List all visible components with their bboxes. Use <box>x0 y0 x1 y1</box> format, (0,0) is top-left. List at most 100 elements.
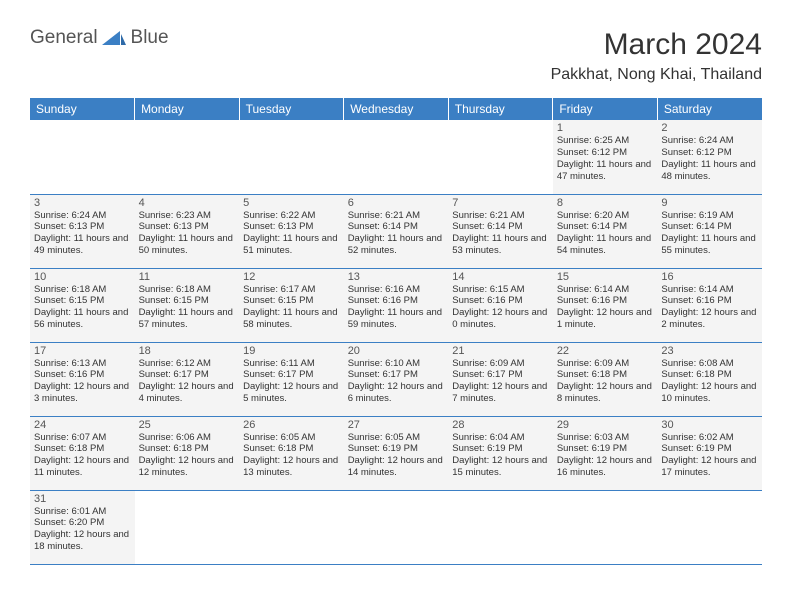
calendar-cell: 1Sunrise: 6:25 AMSunset: 6:12 PMDaylight… <box>553 120 658 194</box>
sunrise-text: Sunrise: 6:22 AM <box>243 210 340 222</box>
day-number: 6 <box>348 197 445 209</box>
day-info: Sunrise: 6:17 AMSunset: 6:15 PMDaylight:… <box>243 284 340 332</box>
day-header: Saturday <box>657 98 762 120</box>
day-info: Sunrise: 6:07 AMSunset: 6:18 PMDaylight:… <box>34 432 131 480</box>
sunrise-text: Sunrise: 6:08 AM <box>661 358 758 370</box>
calendar-cell: 27Sunrise: 6:05 AMSunset: 6:19 PMDayligh… <box>344 416 449 490</box>
day-number: 4 <box>139 197 236 209</box>
daylight-text: Daylight: 12 hours and 1 minute. <box>557 307 654 331</box>
sunset-text: Sunset: 6:16 PM <box>661 295 758 307</box>
day-info: Sunrise: 6:10 AMSunset: 6:17 PMDaylight:… <box>348 358 445 406</box>
day-number: 31 <box>34 493 131 505</box>
calendar-cell: 28Sunrise: 6:04 AMSunset: 6:19 PMDayligh… <box>448 416 553 490</box>
location-text: Pakkhat, Nong Khai, Thailand <box>551 66 762 84</box>
calendar-cell: 17Sunrise: 6:13 AMSunset: 6:16 PMDayligh… <box>30 342 135 416</box>
daylight-text: Daylight: 12 hours and 11 minutes. <box>34 455 131 479</box>
day-number: 16 <box>661 271 758 283</box>
sunrise-text: Sunrise: 6:11 AM <box>243 358 340 370</box>
day-header: Friday <box>553 98 658 120</box>
day-info: Sunrise: 6:02 AMSunset: 6:19 PMDaylight:… <box>661 432 758 480</box>
calendar-cell: 11Sunrise: 6:18 AMSunset: 6:15 PMDayligh… <box>135 268 240 342</box>
sunset-text: Sunset: 6:16 PM <box>34 369 131 381</box>
sunrise-text: Sunrise: 6:05 AM <box>243 432 340 444</box>
calendar-cell-empty <box>239 120 344 194</box>
sunrise-text: Sunrise: 6:09 AM <box>557 358 654 370</box>
daylight-text: Daylight: 12 hours and 2 minutes. <box>661 307 758 331</box>
calendar-cell: 12Sunrise: 6:17 AMSunset: 6:15 PMDayligh… <box>239 268 344 342</box>
day-number: 18 <box>139 345 236 357</box>
sunset-text: Sunset: 6:16 PM <box>557 295 654 307</box>
day-info: Sunrise: 6:24 AMSunset: 6:12 PMDaylight:… <box>661 135 758 183</box>
daylight-text: Daylight: 12 hours and 4 minutes. <box>139 381 236 405</box>
sunset-text: Sunset: 6:15 PM <box>34 295 131 307</box>
day-number: 2 <box>661 122 758 134</box>
day-number: 25 <box>139 419 236 431</box>
calendar-cell-empty <box>30 120 135 194</box>
day-number: 14 <box>452 271 549 283</box>
sunset-text: Sunset: 6:14 PM <box>348 221 445 233</box>
day-number: 1 <box>557 122 654 134</box>
daylight-text: Daylight: 11 hours and 49 minutes. <box>34 233 131 257</box>
calendar-cell: 31Sunrise: 6:01 AMSunset: 6:20 PMDayligh… <box>30 490 135 564</box>
calendar-cell-empty <box>448 490 553 564</box>
daylight-text: Daylight: 12 hours and 5 minutes. <box>243 381 340 405</box>
day-info: Sunrise: 6:05 AMSunset: 6:18 PMDaylight:… <box>243 432 340 480</box>
calendar-cell-empty <box>344 490 449 564</box>
calendar-week-row: 1Sunrise: 6:25 AMSunset: 6:12 PMDaylight… <box>30 120 762 194</box>
calendar-cell: 24Sunrise: 6:07 AMSunset: 6:18 PMDayligh… <box>30 416 135 490</box>
sunrise-text: Sunrise: 6:24 AM <box>34 210 131 222</box>
daylight-text: Daylight: 11 hours and 54 minutes. <box>557 233 654 257</box>
daylight-text: Daylight: 12 hours and 12 minutes. <box>139 455 236 479</box>
sunset-text: Sunset: 6:14 PM <box>557 221 654 233</box>
sunset-text: Sunset: 6:17 PM <box>452 369 549 381</box>
day-header-row: SundayMondayTuesdayWednesdayThursdayFrid… <box>30 98 762 120</box>
day-info: Sunrise: 6:08 AMSunset: 6:18 PMDaylight:… <box>661 358 758 406</box>
sunset-text: Sunset: 6:19 PM <box>557 443 654 455</box>
calendar-cell-empty <box>135 490 240 564</box>
brand-logo: General Blue <box>30 28 169 48</box>
calendar-cell: 16Sunrise: 6:14 AMSunset: 6:16 PMDayligh… <box>657 268 762 342</box>
day-number: 27 <box>348 419 445 431</box>
sunrise-text: Sunrise: 6:21 AM <box>452 210 549 222</box>
day-number: 7 <box>452 197 549 209</box>
calendar-week-row: 3Sunrise: 6:24 AMSunset: 6:13 PMDaylight… <box>30 194 762 268</box>
sunset-text: Sunset: 6:19 PM <box>661 443 758 455</box>
daylight-text: Daylight: 11 hours and 59 minutes. <box>348 307 445 331</box>
day-info: Sunrise: 6:20 AMSunset: 6:14 PMDaylight:… <box>557 210 654 258</box>
sunset-text: Sunset: 6:18 PM <box>661 369 758 381</box>
day-number: 13 <box>348 271 445 283</box>
sunset-text: Sunset: 6:19 PM <box>348 443 445 455</box>
sunrise-text: Sunrise: 6:23 AM <box>139 210 236 222</box>
day-info: Sunrise: 6:13 AMSunset: 6:16 PMDaylight:… <box>34 358 131 406</box>
day-info: Sunrise: 6:01 AMSunset: 6:20 PMDaylight:… <box>34 506 131 554</box>
sunrise-text: Sunrise: 6:18 AM <box>34 284 131 296</box>
calendar-cell: 4Sunrise: 6:23 AMSunset: 6:13 PMDaylight… <box>135 194 240 268</box>
sunset-text: Sunset: 6:17 PM <box>243 369 340 381</box>
day-number: 8 <box>557 197 654 209</box>
day-header: Sunday <box>30 98 135 120</box>
day-number: 28 <box>452 419 549 431</box>
calendar-cell: 29Sunrise: 6:03 AMSunset: 6:19 PMDayligh… <box>553 416 658 490</box>
sunset-text: Sunset: 6:13 PM <box>139 221 236 233</box>
sunrise-text: Sunrise: 6:13 AM <box>34 358 131 370</box>
daylight-text: Daylight: 12 hours and 15 minutes. <box>452 455 549 479</box>
daylight-text: Daylight: 12 hours and 3 minutes. <box>34 381 131 405</box>
day-info: Sunrise: 6:05 AMSunset: 6:19 PMDaylight:… <box>348 432 445 480</box>
calendar-cell: 14Sunrise: 6:15 AMSunset: 6:16 PMDayligh… <box>448 268 553 342</box>
day-info: Sunrise: 6:12 AMSunset: 6:17 PMDaylight:… <box>139 358 236 406</box>
day-number: 21 <box>452 345 549 357</box>
daylight-text: Daylight: 12 hours and 10 minutes. <box>661 381 758 405</box>
day-number: 20 <box>348 345 445 357</box>
calendar-cell: 20Sunrise: 6:10 AMSunset: 6:17 PMDayligh… <box>344 342 449 416</box>
sunset-text: Sunset: 6:15 PM <box>243 295 340 307</box>
sunset-text: Sunset: 6:15 PM <box>139 295 236 307</box>
calendar-cell: 30Sunrise: 6:02 AMSunset: 6:19 PMDayligh… <box>657 416 762 490</box>
sunrise-text: Sunrise: 6:17 AM <box>243 284 340 296</box>
day-info: Sunrise: 6:11 AMSunset: 6:17 PMDaylight:… <box>243 358 340 406</box>
sunrise-text: Sunrise: 6:03 AM <box>557 432 654 444</box>
sunrise-text: Sunrise: 6:02 AM <box>661 432 758 444</box>
daylight-text: Daylight: 11 hours and 55 minutes. <box>661 233 758 257</box>
calendar-cell: 3Sunrise: 6:24 AMSunset: 6:13 PMDaylight… <box>30 194 135 268</box>
daylight-text: Daylight: 11 hours and 53 minutes. <box>452 233 549 257</box>
sunset-text: Sunset: 6:13 PM <box>34 221 131 233</box>
